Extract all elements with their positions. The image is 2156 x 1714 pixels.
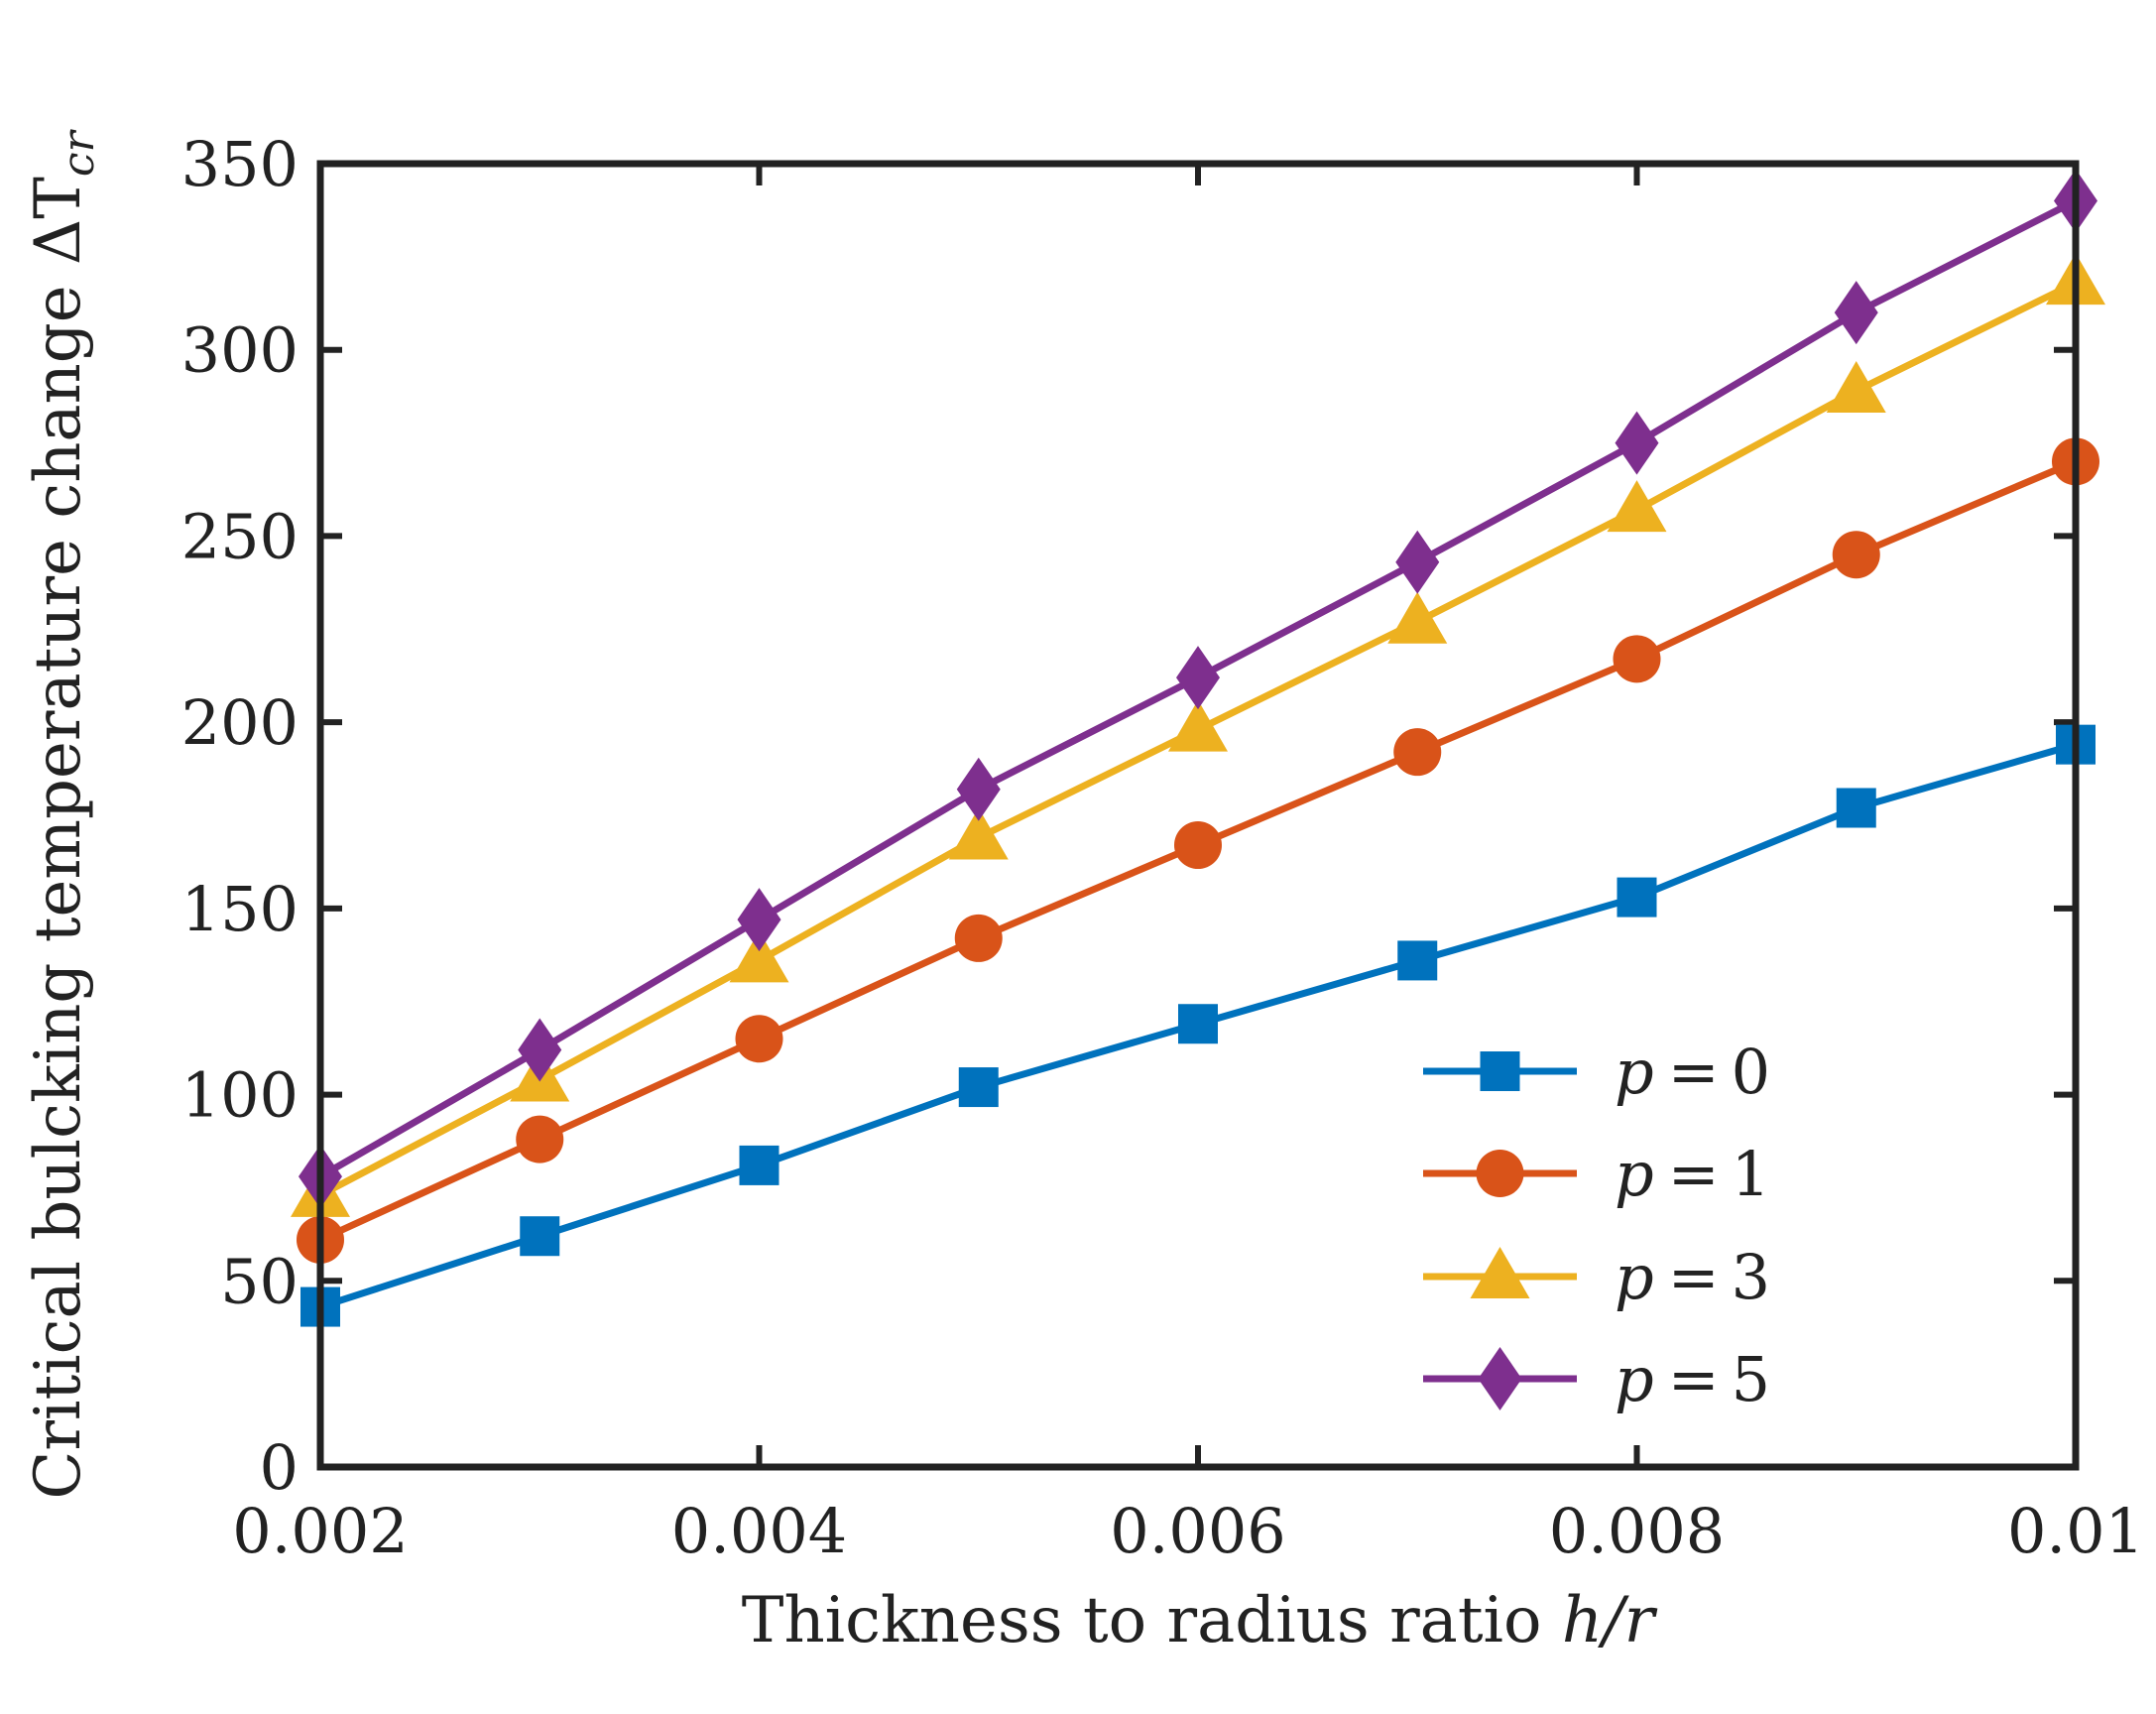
y-tick-label: 150 <box>181 873 299 945</box>
data-point <box>520 1216 560 1257</box>
legend-marker <box>1478 1347 1522 1410</box>
data-point <box>735 1015 783 1063</box>
x-tick-label: 0.004 <box>671 1495 848 1567</box>
data-point <box>1613 635 1661 683</box>
x-tick-label: 0.008 <box>1549 1495 1726 1567</box>
series-square <box>300 724 2096 1327</box>
x-tick-label: 0.002 <box>232 1495 409 1567</box>
data-point <box>516 1115 564 1163</box>
data-point <box>1393 728 1442 777</box>
data-point <box>1174 821 1222 870</box>
data-point <box>1617 877 1657 918</box>
series-layer <box>291 169 2105 1327</box>
y-tick-label: 100 <box>181 1059 299 1132</box>
data-point <box>1397 940 1438 981</box>
data-point <box>954 914 1003 962</box>
data-point <box>1836 788 1876 828</box>
data-point <box>1178 1004 1218 1044</box>
y-tick-label: 300 <box>181 314 299 387</box>
legend-marker <box>1470 1247 1530 1298</box>
y-tick-label: 0 <box>260 1431 299 1504</box>
series-triangle <box>291 253 2105 1217</box>
legend-marker <box>1476 1150 1524 1197</box>
data-point <box>518 1018 562 1082</box>
data-point <box>1395 530 1440 594</box>
x-tick-label: 0.006 <box>1110 1495 1286 1567</box>
y-tick-label: 250 <box>181 500 299 572</box>
legend-label: p = 1 <box>1615 1138 1770 1210</box>
data-point <box>958 1067 999 1108</box>
x-tick-label: 0.01 <box>2007 1495 2144 1567</box>
plot-frame <box>316 160 2080 1471</box>
legend-marker <box>1480 1051 1520 1091</box>
series-circle <box>297 437 2099 1264</box>
data-point <box>729 930 789 983</box>
legend-label: p = 3 <box>1615 1241 1770 1313</box>
data-point <box>1834 281 1878 345</box>
data-point <box>737 888 781 952</box>
series-diamond <box>299 169 2097 1209</box>
data-point <box>1176 646 1220 710</box>
data-point <box>1832 531 1880 579</box>
data-point <box>1607 480 1667 533</box>
legend-item: p = 1 <box>1423 1138 1770 1210</box>
y-axis-title: Critical bulcking temperature change ΔTc… <box>22 128 104 1499</box>
tick-labels: 0.002 0.004 0.006 0.008 0.01 0 50 100 150 200 250 3… <box>181 128 2144 1567</box>
legend-label: p = 5 <box>1615 1343 1770 1415</box>
y-tick-label: 200 <box>181 686 299 759</box>
legend-item: p = 3 <box>1423 1241 1770 1313</box>
x-axis-title: Thickness to radius ratio h/r <box>742 1584 1658 1657</box>
y-tick-label: 350 <box>181 128 299 200</box>
legend-label: p = 0 <box>1615 1036 1770 1108</box>
data-point <box>1826 361 1886 414</box>
data-point <box>1615 411 1659 475</box>
legend-item: p = 5 <box>1423 1343 1770 1415</box>
data-point <box>948 807 1009 860</box>
data-point <box>956 757 1001 821</box>
y-tick-label: 50 <box>220 1245 299 1317</box>
data-point <box>1387 591 1448 644</box>
data-point <box>1168 699 1228 752</box>
legend-item: p = 0 <box>1423 1036 1770 1108</box>
legend: p = 0 p = 1 p = 3 p = 5 <box>1423 1036 1770 1415</box>
axis-ticks <box>317 161 2079 1470</box>
data-point <box>739 1145 779 1185</box>
